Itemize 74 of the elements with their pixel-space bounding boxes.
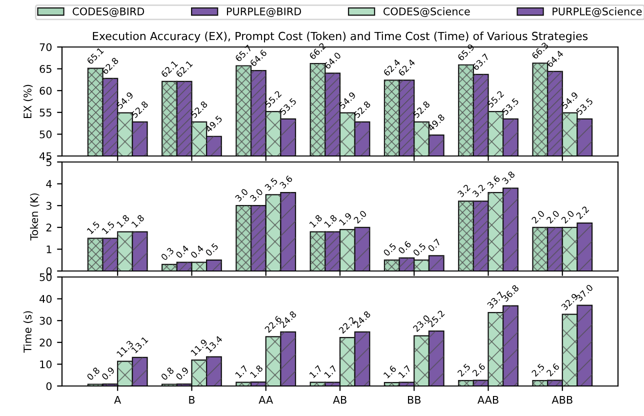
y-tick-label: 4 xyxy=(46,180,52,188)
data-label: 0.7 xyxy=(427,238,442,252)
data-label: 1.8 xyxy=(116,214,130,228)
y-axis-title: EX (%) xyxy=(23,84,33,118)
data-label: 1.8 xyxy=(309,214,323,228)
data-label: 0.5 xyxy=(412,242,426,256)
data-label: 2.2 xyxy=(576,206,590,220)
y-tick-label: 50 xyxy=(40,130,52,138)
y-tick-label: 60 xyxy=(40,86,52,95)
legend-label: CODES@BIRD xyxy=(72,7,144,18)
data-label: 0.9 xyxy=(175,366,190,380)
y-tick-label: 2 xyxy=(46,224,52,232)
data-label: 2.5 xyxy=(531,363,545,377)
y-tick-label: 0 xyxy=(46,267,52,276)
y-tick-label: 10 xyxy=(40,360,52,368)
x-tick-label: B xyxy=(189,396,195,404)
x-tick-label: ABB xyxy=(552,396,572,404)
data-label: 2.6 xyxy=(472,362,486,377)
data-label: 1.7 xyxy=(235,365,248,378)
data-label: 0.4 xyxy=(190,244,204,259)
data-label: 3.5 xyxy=(264,177,278,191)
legend-label: PURPLE@BIRD xyxy=(226,8,302,18)
y-tick-label: 40 xyxy=(40,295,52,303)
x-tick-label: BB xyxy=(408,396,421,404)
data-label: 3.2 xyxy=(457,184,471,198)
legend-label: CODES@Science xyxy=(383,7,470,18)
data-label: 1.7 xyxy=(309,365,322,378)
data-label: 2.6 xyxy=(546,362,560,377)
data-label: 0.8 xyxy=(160,366,174,381)
y-tick-label: 50 xyxy=(40,273,52,282)
data-label: 3.0 xyxy=(250,188,264,202)
data-label: 3.6 xyxy=(486,175,500,189)
data-label: 3.6 xyxy=(279,175,293,189)
data-label: 1.9 xyxy=(338,212,352,226)
data-label: 1.8 xyxy=(250,364,264,378)
data-label: 2.5 xyxy=(457,363,471,377)
y-tick-label: 45 xyxy=(40,152,52,160)
data-label: 0.9 xyxy=(101,366,115,380)
x-tick-label: AA xyxy=(258,396,274,404)
data-label: 2.0 xyxy=(546,210,560,224)
data-label: 0.5 xyxy=(382,242,397,256)
y-tick-label: 65 xyxy=(40,65,52,73)
y-tick-label: 30 xyxy=(40,316,52,325)
data-label: 0.6 xyxy=(398,240,412,254)
data-label: 0.5 xyxy=(205,242,219,256)
data-label: 2.0 xyxy=(560,210,575,224)
data-label: 1.8 xyxy=(131,214,145,228)
y-tick-label: 3 xyxy=(46,202,52,210)
y-tick-label: 20 xyxy=(40,338,52,347)
y-tick-label: 55 xyxy=(40,108,52,117)
x-tick-label: A xyxy=(114,396,122,404)
y-tick-label: 0 xyxy=(46,382,52,390)
y-axis-title: Token (K) xyxy=(30,193,40,240)
data-label: 1.5 xyxy=(102,221,115,234)
data-label: 1.7 xyxy=(324,365,338,378)
data-label: 3.8 xyxy=(502,170,516,184)
data-label: 2.0 xyxy=(531,210,545,224)
data-label: 0.3 xyxy=(160,247,174,261)
data-label: 1.6 xyxy=(383,365,397,379)
data-label: 1.5 xyxy=(86,221,100,234)
chart-title: Execution Accuracy (EX), Prompt Cost (Token) and Time Cost (Time) of Various Strategies xyxy=(92,32,588,42)
data-label: 2.0 xyxy=(353,210,367,224)
y-tick-label: 1 xyxy=(46,246,52,254)
y-axis-title: Time (s) xyxy=(23,311,33,353)
data-label: 0.4 xyxy=(175,244,190,259)
data-label: 1.8 xyxy=(324,214,338,228)
data-label: 3.0 xyxy=(234,188,248,202)
data-label: 0.8 xyxy=(86,366,100,381)
x-tick-label: AAB xyxy=(478,396,498,404)
x-tick-label: AB xyxy=(332,396,346,404)
data-label: 3.2 xyxy=(472,184,486,198)
data-label: 1.7 xyxy=(398,365,412,378)
legend-label: PURPLE@Science xyxy=(552,7,642,18)
y-tick-label: 70 xyxy=(40,43,52,52)
